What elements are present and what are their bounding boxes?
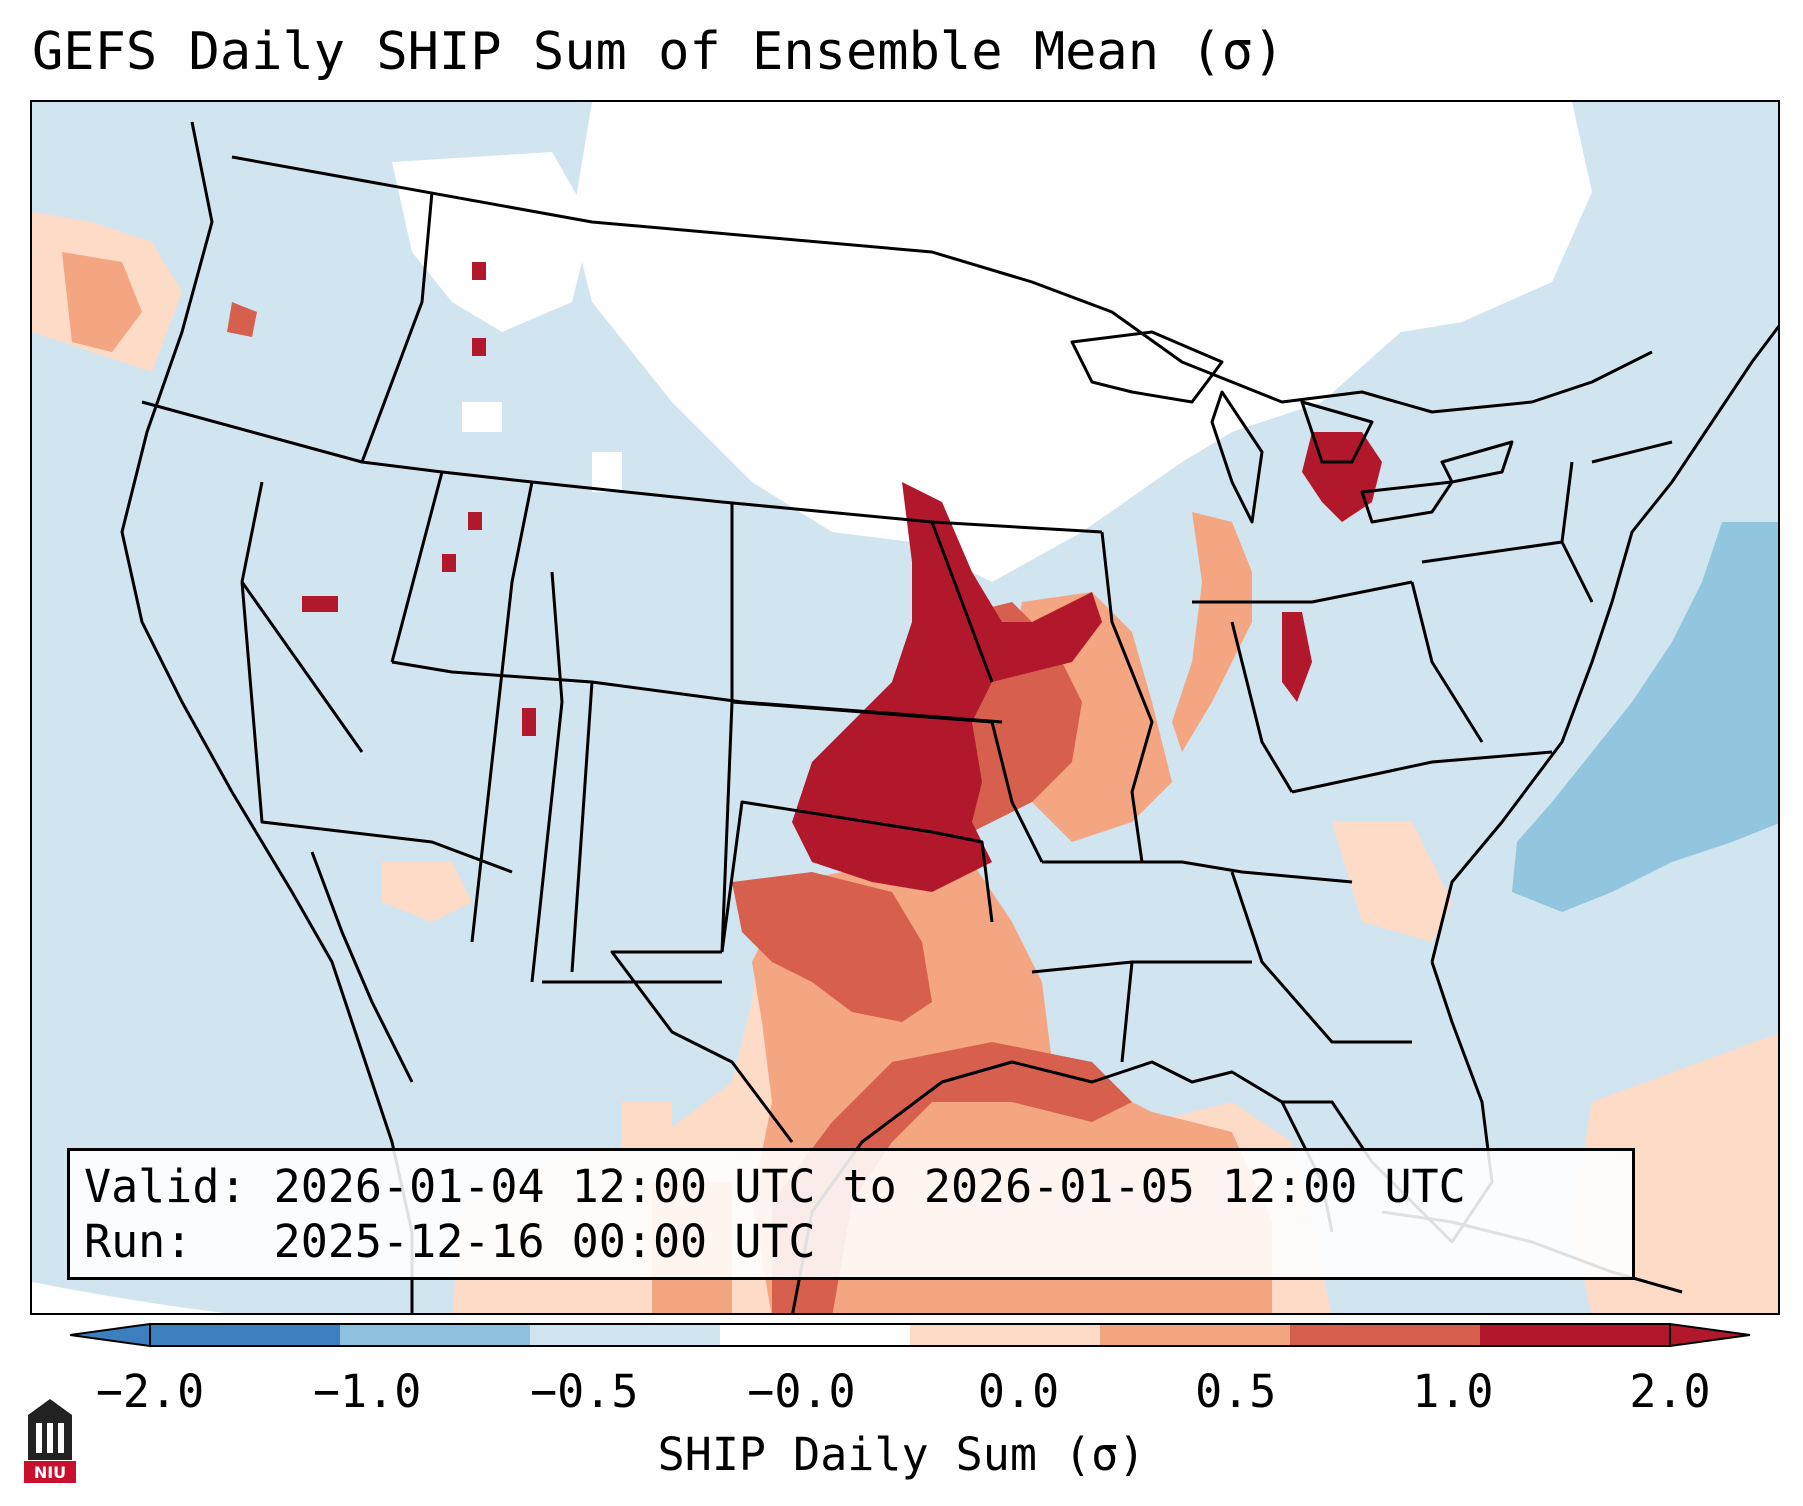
colorbar-tick-label: −2.0 xyxy=(95,1365,205,1418)
political-boundaries xyxy=(120,121,1778,1313)
colorbar-high-extend xyxy=(1669,1322,1750,1348)
colorbar-tick-label: 1.0 xyxy=(1412,1365,1494,1418)
state-lines-east xyxy=(1192,440,1673,794)
us-west-coast xyxy=(120,121,414,1313)
neutral-regions xyxy=(392,102,1592,582)
east-coast xyxy=(1430,324,1778,963)
colorbar-bins xyxy=(150,1324,1671,1346)
atlantic-negative-anomaly xyxy=(1512,522,1778,912)
chart-title: GEFS Daily SHIP Sum of Ensemble Mean (σ) xyxy=(32,22,1285,82)
niu-logo-icon: NIU xyxy=(24,1399,76,1483)
colorbar-tick-label: −0.0 xyxy=(747,1365,856,1418)
map-panel xyxy=(30,100,1780,1315)
colorbar-outline xyxy=(149,1323,1671,1347)
canada-us-border xyxy=(231,155,1653,414)
colorbar-tick-label: 0.0 xyxy=(977,1365,1060,1418)
colorbar-bin xyxy=(1100,1324,1291,1346)
colorbar-bin xyxy=(1290,1324,1481,1346)
colorbar-bin xyxy=(910,1324,1101,1346)
run-line: Run: 2025-12-16 00:00 UTC xyxy=(84,1214,1632,1269)
colorbar-tick-label: −1.0 xyxy=(312,1365,422,1418)
great-lakes xyxy=(1070,330,1514,524)
valid-label: Valid: xyxy=(84,1160,247,1213)
colorbar-tick-label: −0.5 xyxy=(530,1365,639,1418)
colorbar-low-extend xyxy=(70,1322,151,1348)
colorbar xyxy=(70,1322,1750,1348)
map-svg xyxy=(32,102,1778,1313)
baja-peninsula xyxy=(310,851,414,1083)
info-box: Valid: 2026-01-04 12:00 UTC to 2026-01-0… xyxy=(67,1148,1635,1280)
colorbar-tick-label: 0.5 xyxy=(1195,1365,1277,1418)
colorbar-bin xyxy=(340,1324,531,1346)
run-value: 2025-12-16 00:00 UTC xyxy=(273,1215,816,1268)
colorbar-bin xyxy=(720,1324,911,1346)
colorbar-bin xyxy=(1480,1324,1671,1346)
run-label: Run: xyxy=(84,1215,193,1268)
colorbar-bin xyxy=(150,1324,341,1346)
valid-value: 2026-01-04 12:00 UTC to 2026-01-05 12:00… xyxy=(273,1160,1466,1213)
logo-text: NIU xyxy=(34,1463,66,1482)
colorbar-bin xyxy=(530,1324,721,1346)
max-positive-anomaly xyxy=(302,262,1382,892)
state-lines-central xyxy=(610,521,1412,1143)
colorbar-label: SHIP Daily Sum (σ) xyxy=(657,1428,1146,1481)
colorbar-tick-label: 2.0 xyxy=(1629,1365,1711,1418)
valid-line: Valid: 2026-01-04 12:00 UTC to 2026-01-0… xyxy=(84,1159,1632,1214)
